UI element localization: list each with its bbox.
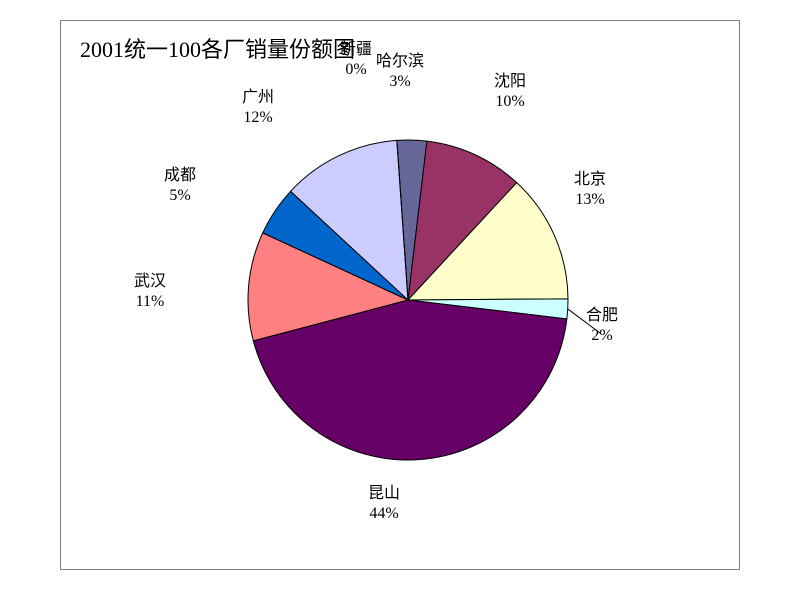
slice-label: 新疆 0%	[340, 40, 372, 80]
slice-label-name: 武汉	[134, 273, 166, 290]
slice-label-percent: 3%	[389, 73, 410, 90]
slice-label: 北京 13%	[574, 170, 606, 210]
slice-label: 昆山 44%	[368, 484, 400, 524]
slice-label-name: 合肥	[586, 307, 618, 324]
slice-label-name: 昆山	[368, 485, 400, 502]
slice-label-percent: 13%	[575, 191, 604, 208]
slice-label-name: 哈尔滨	[376, 53, 424, 70]
slice-label-percent: 5%	[169, 187, 190, 204]
slice-label: 沈阳 10%	[494, 72, 526, 112]
slice-label-name: 广州	[242, 89, 274, 106]
slice-label-name: 新疆	[340, 41, 372, 58]
slice-label-percent: 0%	[345, 61, 366, 78]
slice-label: 成都 5%	[164, 166, 196, 206]
slice-label-percent: 11%	[136, 293, 165, 310]
slice-label: 武汉 11%	[134, 272, 166, 312]
slice-label-name: 成都	[164, 167, 196, 184]
slice-label: 合肥 2%	[586, 306, 618, 346]
slice-label-name: 北京	[574, 171, 606, 188]
slice-label-percent: 2%	[591, 327, 612, 344]
slice-label: 哈尔滨 3%	[376, 52, 424, 92]
slice-label-percent: 12%	[243, 109, 272, 126]
slice-label-percent: 10%	[495, 93, 524, 110]
slice-label-percent: 44%	[369, 505, 398, 522]
slice-label-name: 沈阳	[494, 73, 526, 90]
slice-label: 广州 12%	[242, 88, 274, 128]
